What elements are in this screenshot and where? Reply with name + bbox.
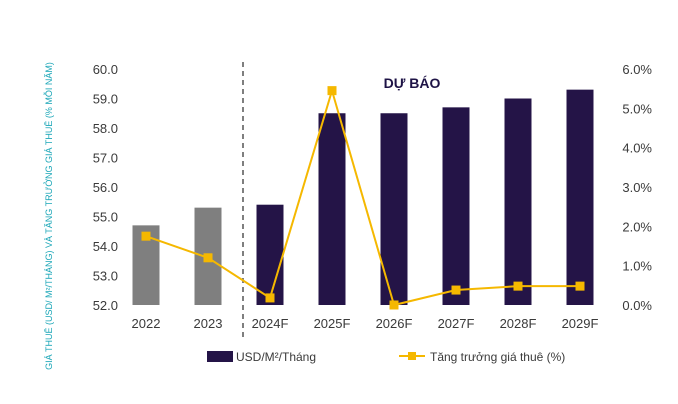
x-tick-label: 2025F <box>314 316 351 331</box>
growth-point <box>141 231 151 241</box>
x-tick-label: 2028F <box>500 316 537 331</box>
bar <box>442 107 470 305</box>
x-tick-label: 2029F <box>562 316 599 331</box>
bar <box>380 113 408 305</box>
x-tick-label: 2027F <box>438 316 475 331</box>
x-tick-label: 2023 <box>194 316 223 331</box>
y-left-tick-label: 56.0 <box>93 180 118 195</box>
growth-point <box>265 293 275 303</box>
x-axis-ticks: 2022 2023 2024F 2025F 2026F 2027F 2028F 2029F <box>132 316 599 331</box>
bar <box>504 98 532 305</box>
y-right-tick-label: 5.0% <box>622 101 652 116</box>
bar-series <box>132 89 594 306</box>
growth-point <box>451 285 461 295</box>
y-left-tick-label: 52.0 <box>93 298 118 313</box>
x-tick-label: 2024F <box>252 316 289 331</box>
y-left-tick-label: 53.0 <box>93 269 118 284</box>
bar <box>256 204 284 305</box>
growth-point <box>327 86 337 96</box>
bar <box>318 113 346 305</box>
y-right-tick-label: 6.0% <box>622 62 652 77</box>
legend-bar-label: USD/M²/Tháng <box>236 350 316 364</box>
x-tick-label: 2026F <box>376 316 413 331</box>
growth-point <box>203 253 213 263</box>
right-axis-ticks: 6.0% 5.0% 4.0% 3.0% 2.0% 1.0% 0.0% <box>622 62 652 313</box>
growth-point <box>575 281 585 291</box>
y-left-tick-label: 54.0 <box>93 239 118 254</box>
y-left-tick-label: 59.0 <box>93 92 118 107</box>
y-right-tick-label: 3.0% <box>622 180 652 195</box>
x-tick-label: 2022 <box>132 316 161 331</box>
y-right-tick-label: 2.0% <box>622 219 652 234</box>
y-right-tick-label: 1.0% <box>622 259 652 274</box>
legend-line-marker <box>408 352 416 360</box>
growth-line-series <box>141 86 585 310</box>
forecast-annotation: DỰ BÁO <box>384 75 441 91</box>
y-right-tick-label: 0.0% <box>622 298 652 313</box>
legend: USD/M²/Tháng Tăng trưởng giá thuê (%) <box>207 350 565 364</box>
bar <box>566 89 594 306</box>
y-left-tick-label: 55.0 <box>93 210 118 225</box>
y-axis-label: GIÁ THUÊ (USD/ M²/THÁNG) VÀ TĂNG TRƯỞNG … <box>43 62 54 370</box>
left-axis-ticks: 60.0 59.0 58.0 57.0 56.0 55.0 54.0 53.0 52.0 <box>93 62 118 313</box>
y-left-tick-label: 58.0 <box>93 121 118 136</box>
growth-point <box>389 300 399 310</box>
growth-point <box>513 281 523 291</box>
y-left-tick-label: 60.0 <box>93 62 118 77</box>
growth-line <box>145 87 580 307</box>
y-left-tick-label: 57.0 <box>93 151 118 166</box>
legend-bar-swatch <box>207 351 233 362</box>
legend-line-label: Tăng trưởng giá thuê (%) <box>430 350 565 364</box>
y-right-tick-label: 4.0% <box>622 141 652 156</box>
